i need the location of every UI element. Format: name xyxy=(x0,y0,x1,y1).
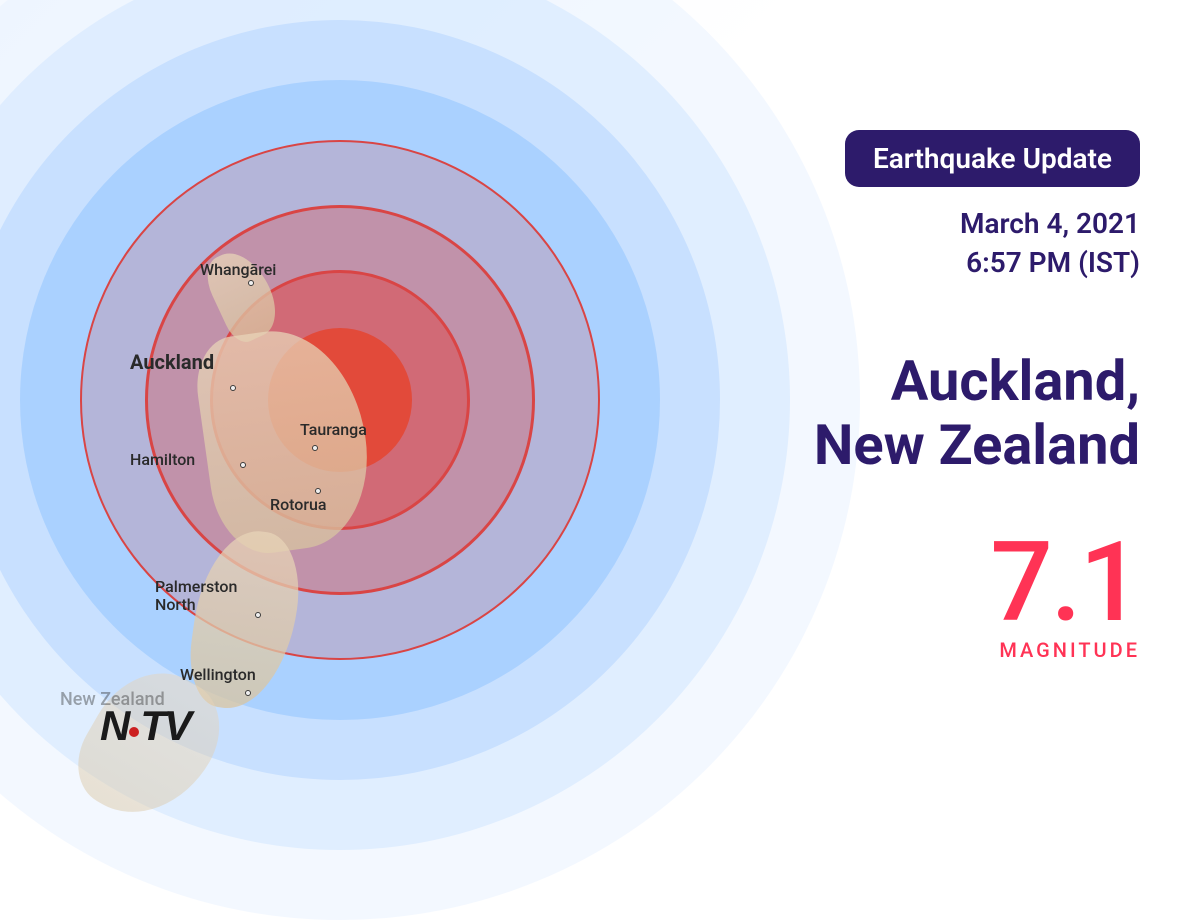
city-marker xyxy=(312,445,318,451)
city-marker xyxy=(245,690,251,696)
city-marker xyxy=(248,280,254,286)
city-marker xyxy=(230,385,236,391)
city-marker xyxy=(255,612,261,618)
logo-dot-icon xyxy=(129,727,139,737)
logo-suffix: TV xyxy=(140,702,190,749)
logo-prefix: N xyxy=(100,702,128,749)
event-time: 6:57 PM (IST) xyxy=(966,246,1140,279)
map-region: Whangārei Auckland Tauranga Hamilton Rotorua… xyxy=(120,100,400,700)
city-label: Auckland xyxy=(130,350,214,374)
event-date: March 4, 2021 xyxy=(960,207,1140,240)
city-label: Wellington xyxy=(180,665,256,684)
city-label: Tauranga xyxy=(300,420,367,439)
city-label: Rotorua xyxy=(270,495,327,514)
city-marker xyxy=(315,488,321,494)
event-location: Auckland, New Zealand xyxy=(814,349,1140,478)
magnitude-label: MAGNITUDE xyxy=(999,638,1140,662)
magnitude-value: 7.1 xyxy=(990,528,1140,638)
update-badge: Earthquake Update xyxy=(845,130,1140,187)
landmass-shape xyxy=(190,320,379,560)
city-marker xyxy=(240,462,246,468)
infographic-container: Whangārei Auckland Tauranga Hamilton Rotorua… xyxy=(0,0,1200,800)
badge-text: Earthquake Update xyxy=(873,142,1112,175)
city-label: Hamilton xyxy=(130,450,195,469)
ndtv-logo: N TV xyxy=(100,702,190,750)
landmass-shape xyxy=(183,524,307,716)
info-panel: Earthquake Update March 4, 2021 6:57 PM … xyxy=(814,130,1140,662)
city-label: PalmerstonNorth xyxy=(155,578,237,613)
city-label: Whangārei xyxy=(200,260,276,279)
